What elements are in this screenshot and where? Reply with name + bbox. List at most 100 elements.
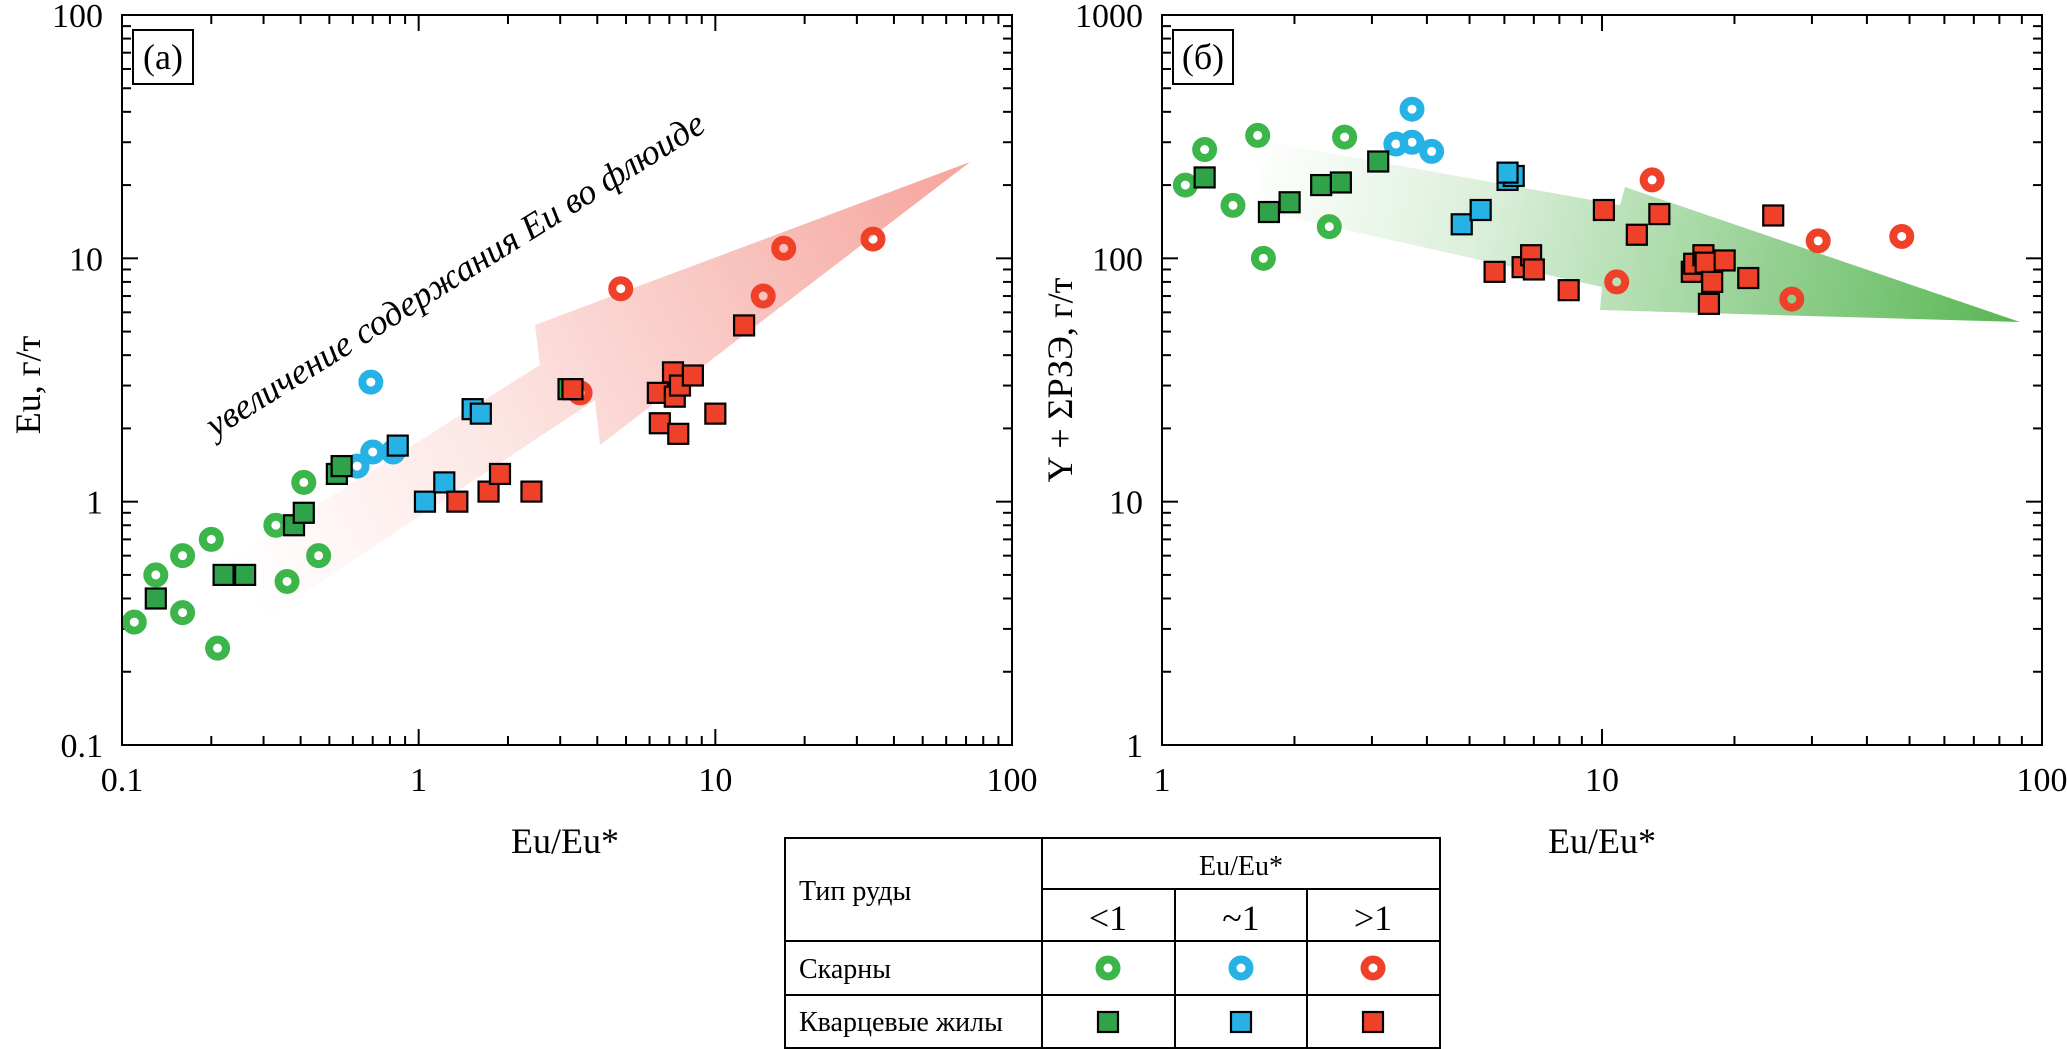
data-point-vein-lt1 [1096, 1010, 1120, 1034]
data-point-vein-lt1 [1329, 171, 1352, 194]
data-point-vein-gt1 [667, 422, 690, 445]
data-point-vein-lt1 [212, 563, 235, 587]
data-point-skarn-gt1 [860, 226, 886, 252]
data-point-skarn-lt1 [198, 526, 224, 552]
data-point-skarn-1 [1419, 138, 1445, 164]
data-point-skarn-1 [1399, 96, 1425, 122]
data-point-vein-gt1 [1361, 1010, 1385, 1034]
legend-header-type: Тип руды [799, 876, 911, 907]
data-point-vein-1 [469, 402, 492, 425]
data-point-skarn-1 [360, 439, 386, 465]
x-tick-label: 10 [698, 762, 732, 799]
legend-col-eq1: ~1 [1222, 898, 1259, 938]
data-point-vein-gt1 [648, 412, 671, 435]
x-axis-title-a: Eu/Eu* [511, 821, 619, 861]
data-point-vein-1 [433, 471, 456, 494]
data-point-vein-1 [1496, 161, 1519, 184]
axis-a: 0.1 1 10 100 0.1 1 10 100 [52, 0, 1038, 799]
x-tick-label: 10 [1585, 762, 1619, 799]
data-point-skarn-lt1 [274, 568, 300, 594]
data-point-vein-gt1 [1713, 249, 1736, 272]
data-point-skarn-gt1 [1360, 955, 1386, 981]
data-point-vein-gt1 [561, 378, 584, 401]
y-tick-label: 1000 [1075, 0, 1143, 35]
data-point-skarn-lt1 [1095, 955, 1121, 981]
data-point-skarn-lt1 [1192, 137, 1218, 163]
data-point-skarn-gt1 [1889, 223, 1915, 249]
y-tick-label: 100 [52, 0, 103, 35]
data-point-skarn-lt1 [1245, 122, 1271, 148]
data-point-skarn-1 [358, 369, 384, 395]
data-point-vein-1 [1469, 198, 1492, 222]
legend-col-gt1: >1 [1354, 898, 1392, 938]
data-point-vein-gt1 [520, 480, 543, 503]
y-tick-label: 1 [1126, 728, 1143, 765]
data-point-skarn-gt1 [608, 276, 634, 302]
data-point-vein-gt1 [704, 402, 727, 425]
axis-b: 1 10 100 1 10 100 1000 [1075, 0, 2067, 799]
data-point-vein-lt1 [234, 563, 257, 587]
data-point-vein-1 [413, 490, 437, 513]
data-point-skarn-lt1 [1220, 192, 1246, 218]
data-point-skarn-gt1 [1779, 286, 1805, 312]
plot-frame-a [121, 14, 1013, 746]
data-point-skarn-lt1 [121, 609, 147, 635]
data-point-skarn-gt1 [771, 235, 797, 261]
data-point-vein-1 [1229, 1010, 1253, 1034]
points-a [121, 226, 886, 661]
data-point-vein-gt1 [681, 364, 704, 387]
y-tick-label: 100 [1092, 241, 1143, 278]
data-point-vein-gt1 [1483, 260, 1506, 283]
panel-label-box-b [1172, 29, 1234, 85]
data-point-skarn-gt1 [1604, 269, 1630, 295]
y-tick-label: 10 [69, 241, 103, 278]
data-point-skarn-gt1 [1639, 167, 1665, 193]
panel-b: 1 10 100 1 10 100 1000 (б) Eu/Eu* Y + ΣРЗЭ, г/… [1040, 0, 2067, 861]
data-point-vein-lt1 [1193, 166, 1216, 189]
data-point-vein-gt1 [1625, 223, 1648, 246]
data-point-skarn-lt1 [1172, 172, 1198, 198]
data-point-vein-lt1 [1257, 200, 1281, 224]
panel-label-a: (а) [143, 37, 183, 77]
data-point-vein-gt1 [1737, 266, 1760, 290]
data-point-skarn-lt1 [306, 543, 332, 569]
legend-row-skarns: Скарны [799, 954, 891, 985]
legend-markers [1095, 955, 1386, 1034]
data-point-vein-1 [1450, 213, 1473, 236]
y-tick-label: 10 [1109, 485, 1143, 522]
data-point-vein-gt1 [732, 314, 756, 337]
y-axis-title-a: Eu, г/т [8, 335, 48, 434]
data-point-vein-gt1 [477, 480, 500, 503]
data-point-vein-gt1 [1762, 204, 1785, 227]
data-point-vein-gt1 [1697, 292, 1721, 315]
data-point-skarn-lt1 [1316, 214, 1342, 240]
data-point-vein-1 [386, 434, 409, 457]
legend-table: Тип руды Eu/Eu* <1 ~1 >1 Скарны Кварцевы… [784, 837, 1441, 1049]
legend-header-ratio: Eu/Eu* [1199, 851, 1283, 882]
data-point-skarn-1 [1399, 129, 1425, 155]
trend-arrow-a [230, 162, 970, 622]
data-point-vein-gt1 [1522, 258, 1545, 281]
y-axis-title-b: Y + ΣРЗЭ, г/т [1040, 277, 1080, 482]
data-point-vein-gt1 [446, 490, 469, 513]
data-point-vein-lt1 [292, 501, 315, 524]
y-tick-label: 1 [86, 485, 103, 522]
data-point-skarn-lt1 [205, 635, 231, 661]
data-point-skarn-lt1 [143, 562, 169, 588]
data-point-vein-gt1 [1694, 251, 1717, 274]
data-point-skarn-lt1 [170, 600, 196, 626]
data-point-skarn-lt1 [263, 512, 289, 538]
data-point-vein-gt1 [488, 462, 512, 486]
x-tick-label: 0.1 [101, 762, 144, 799]
data-point-skarn-lt1 [291, 469, 317, 495]
panel-label-b: (б) [1182, 37, 1224, 77]
data-point-vein-gt1 [1648, 202, 1671, 226]
data-point-skarn-lt1 [170, 543, 196, 569]
data-point-vein-lt1 [1367, 150, 1390, 173]
panel-a: увеличение содержания Eu во флюиде 0.1 1 1… [8, 0, 1038, 861]
data-point-skarn-lt1 [1250, 245, 1276, 271]
data-point-vein-lt1 [330, 455, 353, 478]
x-tick-label: 1 [1154, 762, 1171, 799]
data-point-vein-gt1 [1592, 198, 1616, 222]
